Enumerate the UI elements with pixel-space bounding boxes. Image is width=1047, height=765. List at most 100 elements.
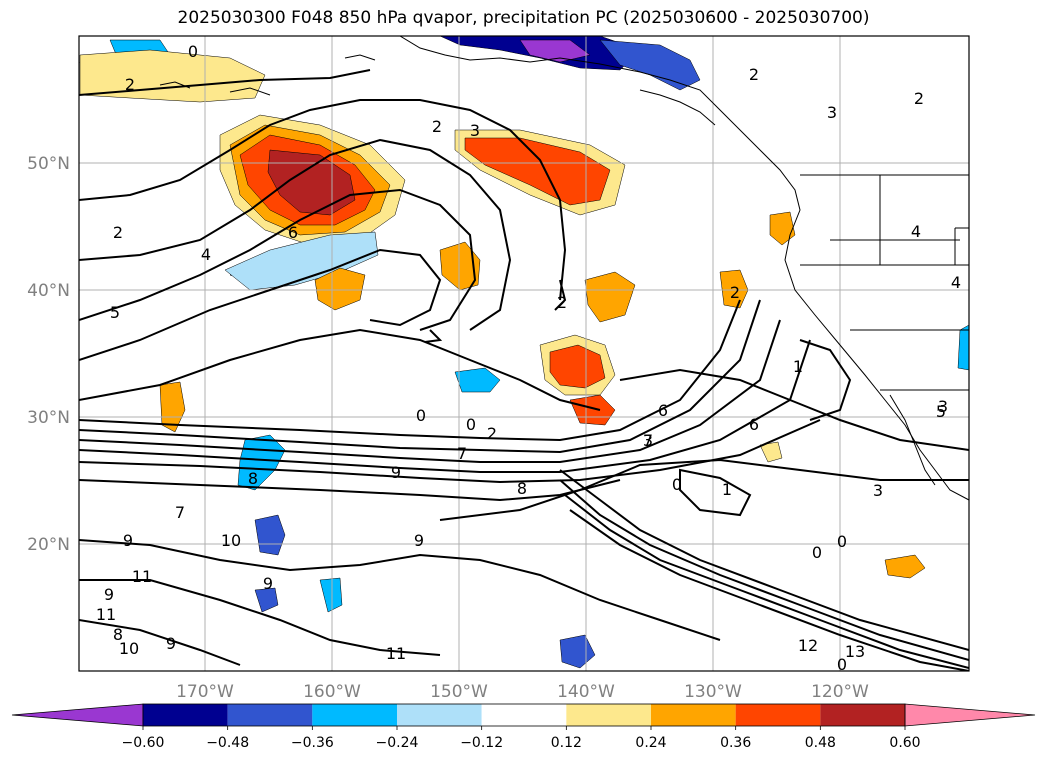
contour-label-47: 6 [749, 415, 759, 434]
colorbar-label-4: −0.12 [460, 735, 503, 751]
contour-label-48: 7 [643, 431, 653, 450]
contour-label-39: 12 [798, 636, 818, 655]
qvapor-contours [79, 69, 969, 671]
contour-label-10: 6 [288, 223, 298, 242]
contour-label-7: 3 [827, 103, 837, 122]
baja-peninsula-outline [889, 394, 936, 486]
contour-label-43: 0 [837, 532, 847, 551]
contour-label-45: 3 [938, 397, 948, 416]
contour-label-1: 2 [125, 75, 135, 94]
contour-label-32: 10 [119, 639, 139, 658]
colorbar-segment-0 [143, 704, 228, 726]
colorbar-segment-3 [397, 704, 482, 726]
colorbar-label-8: 0.48 [805, 735, 836, 751]
colorbar-segment-5 [566, 704, 651, 726]
contour-label-31: 9 [104, 585, 114, 604]
neg-blob-east-edge [957, 324, 969, 371]
contour-line-7 [79, 299, 761, 454]
contour-label-42: 0 [812, 543, 822, 562]
contour-label-46: 4 [951, 273, 961, 292]
colorbar-frame [142, 703, 906, 727]
contour-line-20 [679, 468, 752, 517]
contour-line-19 [79, 619, 241, 666]
contour-label-3: 2 [557, 293, 567, 312]
contour-label-8: 4 [201, 245, 211, 264]
contour-label-41: 0 [837, 655, 847, 674]
contour-label-0: 0 [188, 42, 198, 61]
colorbar-label-5: 0.12 [551, 735, 582, 751]
contour-label-25: 9 [391, 463, 401, 482]
contour-label-30: 11 [132, 567, 152, 586]
contour-line-5 [79, 328, 601, 411]
alaska-panhandle [639, 89, 716, 126]
contour-label-28: 9 [123, 531, 133, 550]
colorbar-label-1: −0.48 [206, 735, 249, 751]
neg-blob-sub-a [454, 367, 501, 393]
contour-line-16 [569, 509, 969, 671]
contour-label-44: 3 [643, 431, 653, 450]
contour-line-21 [799, 339, 852, 421]
contour-label-23: 7 [457, 444, 467, 463]
contour-line-12 [439, 458, 969, 521]
contour-label-36: 11 [96, 605, 116, 624]
pos-blob-west [159, 381, 186, 433]
colorbar-segment-2 [312, 704, 397, 726]
contour-label-17: 0 [672, 475, 682, 494]
contour-label-14: 1 [793, 357, 803, 376]
contour-label-38: 11 [386, 644, 406, 663]
contour-label-4: 2 [432, 117, 442, 136]
purple-blob-gulf [519, 39, 591, 63]
latitude-labels: 50°N 40°N 30°N 20°N [27, 154, 70, 555]
contour-line-24 [424, 329, 443, 343]
contour-label-27: 7 [175, 503, 185, 522]
pos-blob-east [884, 554, 926, 579]
contour-label-24: 8 [517, 479, 527, 498]
lon-label-140w: 140°W [557, 682, 615, 702]
colorbar-arrow-left [11, 703, 144, 727]
contour-label-34: 8 [113, 625, 123, 644]
contour-label-5: 3 [470, 121, 480, 140]
precipitation-shading [79, 36, 969, 669]
pos-blob-baja [759, 441, 783, 463]
contour-label-6: 2 [749, 65, 759, 84]
colorbar-segment-4 [481, 704, 567, 726]
colorbar-label-2: −0.36 [291, 735, 334, 751]
pos-blob-mid-c [584, 271, 636, 323]
contour-line-2 [79, 138, 512, 331]
contour-line-6 [79, 299, 741, 442]
map-title: 2025030300 F048 850 hPa qvapor, precipit… [177, 8, 870, 28]
contour-line-22 [619, 368, 969, 451]
neg-blob-trop-c [254, 587, 279, 613]
contour-label-20: 3 [873, 481, 883, 500]
lon-label-130w: 130°W [684, 682, 742, 702]
contour-label-12: 4 [911, 222, 921, 241]
contour-label-21: 5 [936, 402, 946, 421]
contour-line-11 [79, 479, 621, 502]
contour-label-2: 2 [113, 223, 123, 242]
coastlines [159, 36, 969, 501]
contour-label-11: 2 [730, 283, 740, 302]
contour-line-3 [79, 188, 477, 331]
colorbar-label-0: −0.60 [122, 735, 165, 751]
pos-strong-sub-a [549, 344, 606, 389]
colorbar-segment-8 [820, 704, 905, 726]
contour-label-15: 0 [416, 406, 426, 425]
pos-strong-gulf [464, 137, 611, 206]
contour-label-9: 5 [110, 303, 120, 322]
contour-line-13 [559, 469, 969, 651]
lat-label-40n: 40°N [27, 281, 70, 301]
longitude-labels: 170°W 160°W 150°W 140°W 130°W 120°W [176, 682, 869, 702]
contour-line-14 [559, 479, 969, 661]
contour-line-23 [554, 279, 567, 311]
lat-label-20n: 20°N [27, 535, 70, 555]
contour-label-40: 13 [845, 642, 865, 661]
contour-line-18 [79, 579, 441, 656]
neg-blob-trop-b [254, 514, 286, 556]
colorbar: −0.60 −0.48 −0.36 −0.24 −0.12 0.12 0.24 0.36 0.4… [11, 703, 1036, 751]
contour-label-37: 9 [263, 574, 273, 593]
colorbar-label-7: 0.36 [720, 735, 751, 751]
contour-label-22: 6 [658, 401, 668, 420]
contour-line-0 [79, 69, 371, 96]
contour-line-15 [564, 494, 969, 669]
